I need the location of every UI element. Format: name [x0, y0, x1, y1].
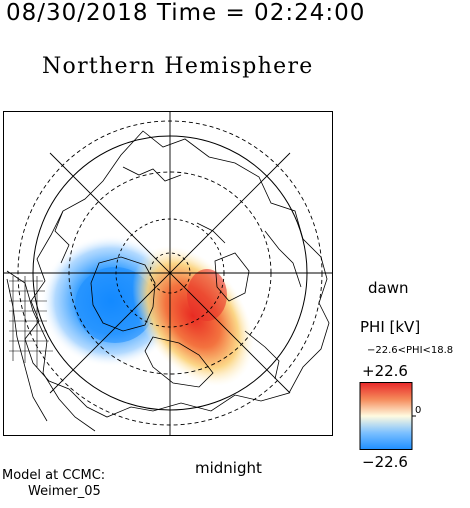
meridian-lines — [3, 111, 333, 436]
plot-title: Northern Hemisphere — [42, 54, 314, 79]
colorbar-min-label: −22.6 — [362, 453, 408, 471]
colorbar-range: −22.6<PHI<18.8 — [367, 345, 454, 356]
continent-hatch — [9, 276, 53, 367]
polar-map — [3, 111, 333, 436]
timestamp-header: 08/30/2018 Time = 02:24:00 — [6, 0, 366, 26]
coastlines — [6, 130, 330, 432]
colorbar-title: PHI [kV] — [360, 318, 421, 336]
colorbar-gradient — [359, 382, 413, 450]
colorbar-zero-label: 0 — [415, 405, 422, 416]
colorbar-max-label: +22.6 — [362, 362, 408, 380]
midnight-label: midnight — [195, 459, 262, 477]
model-credit-line2: Weimer_05 — [28, 484, 101, 499]
potential-cell-positive-core — [187, 269, 227, 321]
dawn-label: dawn — [368, 279, 409, 297]
model-credit-line1: Model at CCMC: — [2, 468, 106, 483]
colorbar — [359, 382, 416, 450]
